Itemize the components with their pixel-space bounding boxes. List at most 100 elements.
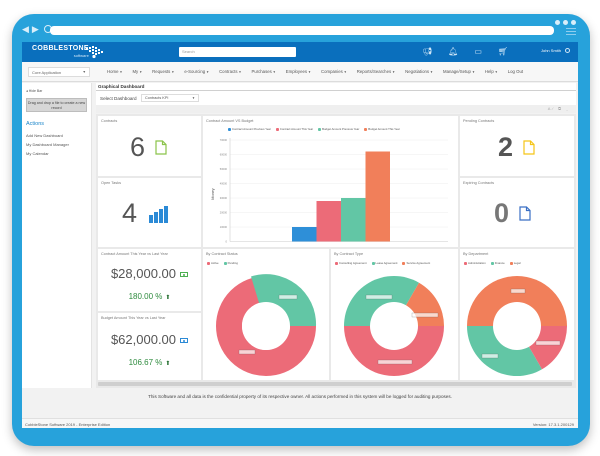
user-icon bbox=[565, 48, 570, 54]
version-label: Version: 17.3.1.200129 bbox=[532, 422, 574, 427]
menu-help[interactable]: Help▼ bbox=[484, 69, 498, 74]
widget-title: Expiring Contracts bbox=[463, 181, 495, 185]
svg-text:60000: 60000 bbox=[220, 153, 228, 157]
my-calendar-link[interactable]: My Calendar bbox=[26, 151, 49, 156]
legend-item[interactable]: Legal bbox=[509, 261, 521, 265]
pending-contracts-widget[interactable]: Pending Contracts 2 bbox=[460, 116, 574, 176]
logo[interactable]: COBBLESTONE software bbox=[32, 45, 89, 58]
department-chart[interactable]: By Department Administration Finance Leg… bbox=[460, 249, 574, 380]
chart-legend: Consulting Agreement Lease Agreement Ser… bbox=[335, 261, 430, 265]
contracts-widget[interactable]: Contracts 6 bbox=[98, 116, 201, 176]
menu-log-out[interactable]: Log Out bbox=[507, 69, 524, 74]
legend-item[interactable]: Consulting Agreement bbox=[335, 261, 367, 265]
menu-manage-setup[interactable]: Manage/Setup▼ bbox=[442, 69, 475, 74]
user-name: John Smith bbox=[540, 48, 561, 53]
bar-chart-plot: 70000 60000 50000 40000 30000 20000 10000 0 M… bbox=[211, 138, 448, 244]
budget-amount-widget[interactable]: Budget Amount This Year vs Last Year $62… bbox=[98, 313, 201, 380]
open-tasks-widget[interactable]: Open Tasks 4 bbox=[98, 178, 201, 247]
menu-companies[interactable]: Companies▼ bbox=[321, 69, 347, 74]
sidebar: ◂ Hide Bar Drag and drop a file to creat… bbox=[22, 83, 92, 388]
logo-subtext: software bbox=[73, 53, 89, 58]
application-select[interactable]: Core Application ▼ bbox=[28, 67, 90, 77]
hide-bar-button[interactable]: ◂ Hide Bar bbox=[26, 89, 43, 93]
back-arrow-icon[interactable]: ◀ bbox=[22, 24, 29, 34]
user-menu[interactable]: John Smith bbox=[540, 48, 570, 54]
legend-item[interactable]: Service Agreement bbox=[402, 261, 430, 265]
widget-title: Pending Contracts bbox=[463, 119, 495, 123]
legend-item[interactable]: Pending bbox=[223, 261, 238, 265]
dashboard-toolbar: A⁄ ⧉ ⌄ bbox=[96, 105, 576, 113]
legend-item[interactable]: Contract Amount Previous Year bbox=[228, 127, 271, 131]
arrow-up-icon: ⬆ bbox=[165, 361, 171, 367]
dashboard-select[interactable]: Contracts KPI ▼ bbox=[141, 94, 199, 102]
document-icon bbox=[519, 206, 531, 221]
bell-icon[interactable]: 🔔︎ bbox=[448, 47, 459, 56]
my-dashboard-manager-link[interactable]: My Dashboard Manager bbox=[26, 142, 69, 147]
menu-employees[interactable]: Employees▼ bbox=[285, 69, 311, 74]
chevron-down-icon: ▼ bbox=[192, 96, 195, 100]
svg-text:50000: 50000 bbox=[220, 167, 228, 171]
menu-purchases[interactable]: Purchases▼ bbox=[251, 69, 276, 74]
pending-count: 2 bbox=[498, 132, 514, 162]
contract-amount-widget[interactable]: Contract Amount This Year vs Last Year $… bbox=[98, 249, 201, 311]
megaphone-icon[interactable]: 📢︎ bbox=[422, 47, 433, 56]
legend-item[interactable]: Administration bbox=[464, 261, 486, 265]
menu-e-sourcing[interactable]: e-Sourcing▼ bbox=[184, 69, 210, 74]
expiring-contracts-widget[interactable]: Expiring Contracts 0 bbox=[460, 178, 574, 247]
contract-type-chart[interactable]: By Contract Type Consulting Agreement Le… bbox=[331, 249, 458, 380]
contract-amount-pct: 180.00 % bbox=[128, 292, 163, 301]
svg-text:10000: 10000 bbox=[220, 225, 228, 229]
menu-negotiations[interactable]: Negotiations▼ bbox=[405, 69, 433, 74]
cart-icon[interactable]: 🛒︎ bbox=[497, 47, 509, 56]
dashboard-grid: Contracts 6 Open Tasks 4 bbox=[96, 114, 576, 388]
money-icon bbox=[180, 338, 189, 344]
forward-arrow-icon[interactable]: ▶ bbox=[31, 24, 39, 34]
app-header: COBBLESTONE software Search 📢︎ 🔔︎ ▭ 🛒︎ bbox=[22, 42, 578, 62]
menu-reports-searches[interactable]: Reports/Searches▼ bbox=[356, 69, 396, 74]
menu-home[interactable]: Home▼ bbox=[107, 69, 123, 74]
svg-text:0: 0 bbox=[226, 240, 228, 244]
dashboard-tool-icons[interactable]: A⁄ ⧉ ⌄ bbox=[547, 106, 570, 111]
page-title: Graphical Dashboard bbox=[96, 83, 576, 91]
chart-legend: Contract Amount Previous Year Contract A… bbox=[228, 127, 400, 131]
header-icons: 📢︎ 🔔︎ ▭ 🛒︎ bbox=[422, 47, 508, 56]
chart-title: By Department bbox=[463, 252, 489, 256]
donut-chart bbox=[467, 276, 567, 376]
svg-text:20000: 20000 bbox=[220, 211, 228, 215]
svg-text:70000: 70000 bbox=[220, 138, 228, 142]
menu-bar: Core Application ▼ Home▼ My▼ Requests▼ e… bbox=[22, 62, 578, 82]
money-icon bbox=[180, 272, 189, 278]
menu-requests[interactable]: Requests▼ bbox=[152, 69, 175, 74]
menu-my[interactable]: My▼ bbox=[132, 69, 143, 74]
add-new-dashboard-link[interactable]: Add New Dashboard bbox=[26, 133, 63, 138]
chart-legend: Administration Finance Legal bbox=[464, 261, 521, 265]
chart-title: By Contract Type bbox=[334, 252, 364, 256]
browser-frame: ◀ ▶ COBBLESTONE software Se bbox=[12, 14, 590, 446]
svg-text:40000: 40000 bbox=[220, 182, 228, 186]
legend-item[interactable]: Active bbox=[207, 261, 219, 265]
legend-item[interactable]: Budget Amount Previous Year bbox=[318, 127, 359, 131]
chart-title: Contract Amount VS Budget bbox=[206, 119, 254, 123]
legend-item[interactable]: Finance bbox=[490, 261, 505, 265]
expiring-count: 0 bbox=[494, 198, 510, 228]
contract-status-chart[interactable]: By Contract Status Active Pending bbox=[203, 249, 329, 380]
file-dropzone[interactable]: Drag and drop a file to create a new rec… bbox=[26, 98, 87, 112]
legend-item[interactable]: Contract Amount This Year bbox=[275, 127, 313, 131]
budget-amount-pct: 106.67 % bbox=[128, 358, 163, 367]
chat-icon[interactable]: ▭ bbox=[474, 47, 482, 56]
widget-title: Contracts bbox=[101, 119, 118, 123]
widget-title: Budget Amount This Year vs Last Year bbox=[101, 316, 166, 320]
menu-contracts[interactable]: Contracts▼ bbox=[219, 69, 242, 74]
donut-chart bbox=[216, 274, 317, 376]
main-content: Graphical Dashboard Select Dashboard Con… bbox=[96, 83, 576, 388]
horizontal-scrollbar[interactable] bbox=[98, 382, 572, 386]
legend-item[interactable]: Budget Amount This Year bbox=[364, 127, 400, 131]
browser-menu-icon[interactable] bbox=[566, 28, 576, 37]
window-dots bbox=[555, 20, 576, 25]
browser-nav: ◀ ▶ bbox=[22, 25, 52, 34]
document-icon bbox=[155, 140, 167, 155]
legend-item[interactable]: Lease Agreement bbox=[371, 261, 397, 265]
search-input[interactable]: Search bbox=[179, 47, 296, 57]
contract-vs-budget-chart[interactable]: Contract Amount VS Budget Contract Amoun… bbox=[203, 116, 458, 247]
address-bar[interactable] bbox=[50, 26, 554, 35]
